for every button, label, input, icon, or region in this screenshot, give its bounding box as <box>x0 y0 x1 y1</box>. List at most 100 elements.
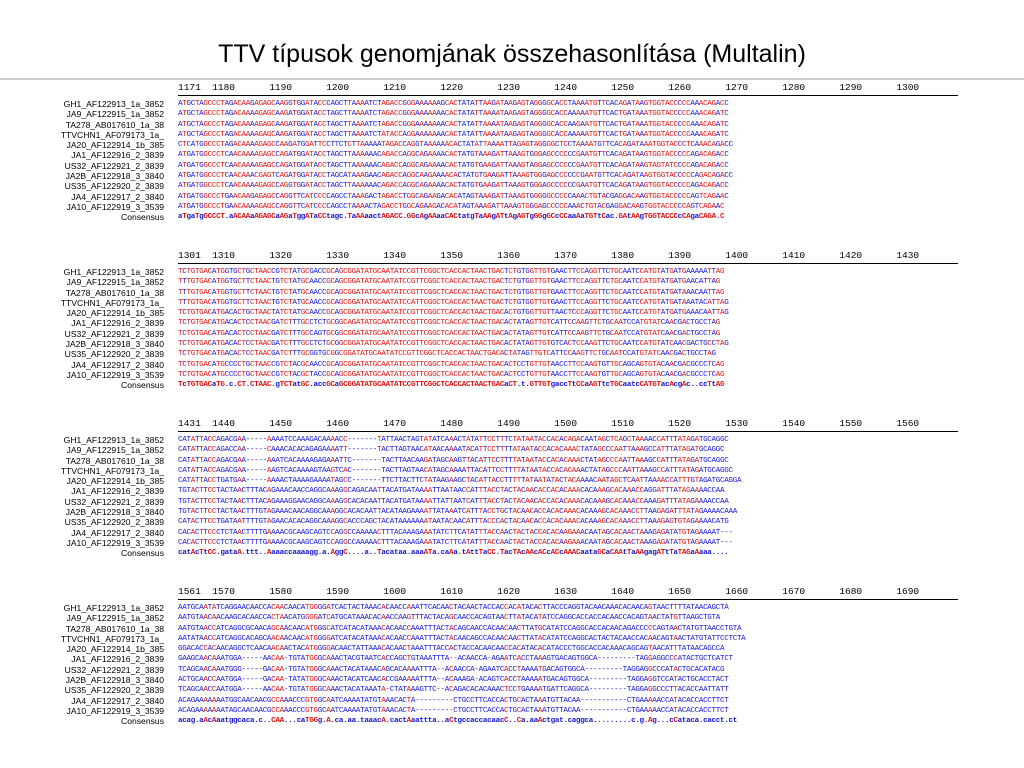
sequence-name: JA9_AF122915_1a_3852 <box>66 613 164 624</box>
aligned-sequence: CATATTACCAGACCAA-----CAAACACACAGAGAAAATT… <box>178 446 725 455</box>
aligned-sequence: TCTGTGACATGCCCCTGCTAACCGTCTACGCTACCGCAGC… <box>178 370 725 379</box>
sequence-name: TTVCHN1_AF079173_1a_ <box>60 129 164 140</box>
aligned-sequence: TCTGTGACATGCCCCTGCTAACCGTCTACGCAACCGCAGC… <box>178 360 725 369</box>
ruler-line <box>178 263 958 264</box>
sequence-name: JA9_AF122915_1a_3852 <box>66 109 164 120</box>
sequence-name: JA1_AF122916_2_3839 <box>71 318 164 329</box>
consensus-sequence: aTgaTgGCCCT.aACAAaAGAGCaAGaTggATaCCtagc.… <box>178 213 725 222</box>
sequence-name: JA10_AF122919_3_3539 <box>66 369 164 380</box>
aligned-sequence: ATGATGGCCCTGAACAAGAGAGCCAGGTTCATCCCCAGCC… <box>178 192 729 201</box>
aligned-sequence: ACAGAAAAAAATAGCAACAACGCCAAACCCGTGGCAATCA… <box>178 706 729 715</box>
position-ruler: 1431 1440 1450 1460 1470 1480 1490 1500 … <box>178 418 920 429</box>
aligned-sequence: TTTGTGACATGGTGCTTCTAACTGTCTATGCAACCGCAGC… <box>178 298 729 307</box>
sequence-name: JA1_AF122916_2_3839 <box>71 486 164 497</box>
sequence-column: CATATTACCAGACGAA-----AAAATCCAAAGACAAAACC… <box>178 435 959 559</box>
aligned-sequence: ATGCTAGCCCTAGACAAGAGAGCAAGGTGGATACCCAGCT… <box>178 100 729 108</box>
aligned-sequence: TTTGTGACATGGTGCTTCTAACTGTCTATGCAACCGCAGC… <box>178 288 725 297</box>
sequence-name: US35_AF122920_2_3839 <box>64 349 164 360</box>
position-ruler: 1171 1180 1190 1200 1210 1220 1230 1240 … <box>178 82 920 93</box>
aligned-sequence: TGTACTTCCTACTAACTTTACAGAAAGGAACAGGCAAAGG… <box>178 497 729 506</box>
sequence-name: GH1_AF122913_1a_3852 <box>63 603 164 613</box>
sequence-name: TA278_AB017610_1a_38 <box>65 119 164 130</box>
aligned-sequence: GAAGCAACAAATGGA-----AACAA-TGTATGGGCAAACT… <box>178 655 733 664</box>
aligned-sequence: CACACTTCCCTCTAACTTTTGAAAACGCAAGCAGTCCAGG… <box>178 538 733 547</box>
sequence-name-column: GH1_AF122913_1a_3852 JA9_AF122915_1a_3852… <box>0 603 164 727</box>
sequence-name: JA20_AF122914_1b_385 <box>66 644 164 655</box>
aligned-sequence: TGTACTTCCTACTAACTTTGTAGAAACAACAGGCAAAGGC… <box>178 508 737 517</box>
sequence-name: GH1_AF122913_1a_3852 <box>63 99 164 109</box>
aligned-sequence: AATGTAACCATCAGGCGCAACAGCAACAACATGGGCATCA… <box>178 624 742 633</box>
aligned-sequence: ATGATGGCCCTCAACAAACGAGTCAGATGGATACCTAGCA… <box>178 172 733 181</box>
aligned-sequence: TTTGTGACATGGTGCTTCTAACTGTCTATGCAACCGCAGC… <box>178 278 720 287</box>
aligned-sequence: TCTGTGACATGACACTGCTAACTATCTATGCAACCGCAGC… <box>178 309 729 318</box>
position-ruler: 1561 1570 1580 1590 1600 1610 1620 1630 … <box>178 586 920 597</box>
consensus-label: Consensus <box>121 380 164 391</box>
aligned-sequence: TCTGTGACATGGTGCTGCTAACCGTCTATGCGACCGCAGC… <box>178 268 725 276</box>
sequence-name: JA20_AF122914_1b_385 <box>66 476 164 487</box>
aligned-sequence: CATATTACCAGACGAA-----AAATCACAAAAGAGAAATT… <box>178 456 729 465</box>
sequence-name: JA10_AF122919_3_3539 <box>66 201 164 212</box>
consensus-sequence: acag.aAcAaatggcaca.c..CAA...caTGGg.A.ca.… <box>178 717 737 726</box>
aligned-sequence: TCAGCAACAAATGGG-----GACAA-TGTATGGGCAAACT… <box>178 665 725 674</box>
aligned-sequence: AATGTAACAACAAGCACAACCACTAACATGGGGATCATGC… <box>178 614 720 623</box>
aligned-sequence: TCTGTGACATGACACTCCTAACGATCTTTGCCTCTGCGGC… <box>178 340 729 349</box>
sequence-name: JA9_AF122915_1a_3852 <box>66 445 164 456</box>
title-divider <box>0 78 1024 80</box>
sequence-name-column: GH1_AF122913_1a_3852 JA9_AF122915_1a_3852… <box>0 435 164 559</box>
sequence-name: TA278_AB017610_1a_38 <box>65 287 164 298</box>
aligned-sequence: CATATTACCAGACGAA-----AAGTCACAAAAGTAAGTCA… <box>178 466 733 475</box>
sequence-name: TA278_AB017610_1a_38 <box>65 623 164 634</box>
aligned-sequence: ATGCTAGCCCTAGACAAAAGAGCAAGATGGATACCTAGCT… <box>178 120 729 129</box>
sequence-name: TTVCHN1_AF079173_1a_ <box>60 465 164 476</box>
sequence-name: JA4_AF122917_2_3840 <box>71 359 164 370</box>
aligned-sequence: ATGCTAGCCCTAGACAAAAGAGCAAGATGGATACCTAGCT… <box>178 110 729 119</box>
page-title: TTV típusok genomjának összehasonlítása … <box>218 40 806 68</box>
aligned-sequence: TGTACTTCCTACTAACTTTACAGAAACAACCAGGCAAAGG… <box>178 487 725 496</box>
aligned-sequence: ACTGCAACCAATGGA-----GACAA-TATATGGGCAAACT… <box>178 676 729 685</box>
consensus-label: Consensus <box>121 212 164 223</box>
aligned-sequence: CATATTACCTGATGAA-----AAAACTAAAAGAAAATAGC… <box>178 477 742 486</box>
position-ruler: 1301 1310 1320 1330 1340 1350 1360 1370 … <box>178 250 920 261</box>
sequence-name-column: GH1_AF122913_1a_3852 JA9_AF122915_1a_3852… <box>0 99 164 223</box>
aligned-sequence: CTCATGGCCCTAGACAAAAGAGCCAAGATGGATTCCTTCT… <box>178 141 733 150</box>
sequence-name: GH1_AF122913_1a_3852 <box>63 267 164 277</box>
sequence-name: JA2B_AF122918_3_3840 <box>65 675 164 686</box>
aligned-sequence: ACAGAAAAAAATGGCAACAACGCCAAACCCGTGGCAATCA… <box>178 696 729 705</box>
aligned-sequence: ATGATGGCCCTCAACAAAAGAGCCAGGTGGATACCTAGCT… <box>178 182 729 191</box>
consensus-label: Consensus <box>121 548 164 559</box>
sequence-name: TTVCHN1_AF079173_1a_ <box>60 633 164 644</box>
aligned-sequence: ATGATGGCCCTCAACAAAAGAGCCAGATGGATACCTAGCT… <box>178 161 729 170</box>
sequence-name: US32_AF122921_2_3839 <box>64 160 164 171</box>
aligned-sequence: CACACTTCCCTCTAACTTTTGAAAACGCAAGCAGTCCAGG… <box>178 528 733 537</box>
consensus-sequence: catAcTtCC.gataA.ttt..Aaaaccaaaagg.a.AggC… <box>178 549 729 558</box>
aligned-sequence: TCAGCAACCAATGGA-----AACAA-TGTATGGGCAAACT… <box>178 686 729 695</box>
ruler-line <box>178 599 958 600</box>
sequence-column: ATGCTAGCCCTAGACAAGAGAGCAAGGTGGATACCCAGCT… <box>178 99 959 223</box>
sequence-column: TCTGTGACATGGTGCTGCTAACCGTCTATGCGACCGCAGC… <box>178 267 959 391</box>
ruler-line <box>178 431 958 432</box>
aligned-sequence: GGACACCACAACAGGCTCAACAACAACTACATGGGGACAA… <box>178 645 725 654</box>
sequence-name: JA10_AF122919_3_3539 <box>66 537 164 548</box>
sequence-name: JA20_AF122914_1b_385 <box>66 140 164 151</box>
sequence-name: JA20_AF122914_1b_385 <box>66 308 164 319</box>
sequence-name: JA2B_AF122918_3_3840 <box>65 171 164 182</box>
sequence-name: JA10_AF122919_3_3539 <box>66 705 164 716</box>
ruler-line <box>178 95 958 96</box>
sequence-name: JA1_AF122916_2_3839 <box>71 654 164 665</box>
sequence-name: TA278_AB017610_1a_38 <box>65 455 164 466</box>
consensus-sequence: TcTGTGACaTG.c.CT.CTAAC.gTCTatGC.accGCaGC… <box>178 381 725 390</box>
sequence-name: US32_AF122921_2_3839 <box>64 664 164 675</box>
sequence-name: US35_AF122920_2_3839 <box>64 685 164 696</box>
sequence-name: US32_AF122921_2_3839 <box>64 496 164 507</box>
aligned-sequence: ATGATGGCCCTCAACAAAAGAGCCAGATGGATACCTAGCT… <box>178 151 729 160</box>
aligned-sequence: AATGCAATATCAGGAACAACCACAACAACATGGGGATCAC… <box>178 604 729 612</box>
sequence-name: US35_AF122920_2_3839 <box>64 517 164 528</box>
sequence-name: JA4_AF122917_2_3840 <box>71 191 164 202</box>
aligned-sequence: CATATTACCAGACGAA-----AAAATCCAAAGACAAAACC… <box>178 436 729 444</box>
aligned-sequence: AATATAACCATCAGGCACAGCAACAACAACATGGGGATCA… <box>178 634 746 643</box>
sequence-name: GH1_AF122913_1a_3852 <box>63 435 164 445</box>
aligned-sequence: CATACTTCCTGATAATTTTGTAGAACACACAGGCAAAGGC… <box>178 518 729 527</box>
aligned-sequence: TCTGTGACATGACACTCCTAACGATCTTTGCGGTGCGGCG… <box>178 350 716 359</box>
sequence-name: JA4_AF122917_2_3840 <box>71 695 164 706</box>
sequence-name: JA1_AF122916_2_3839 <box>71 150 164 161</box>
